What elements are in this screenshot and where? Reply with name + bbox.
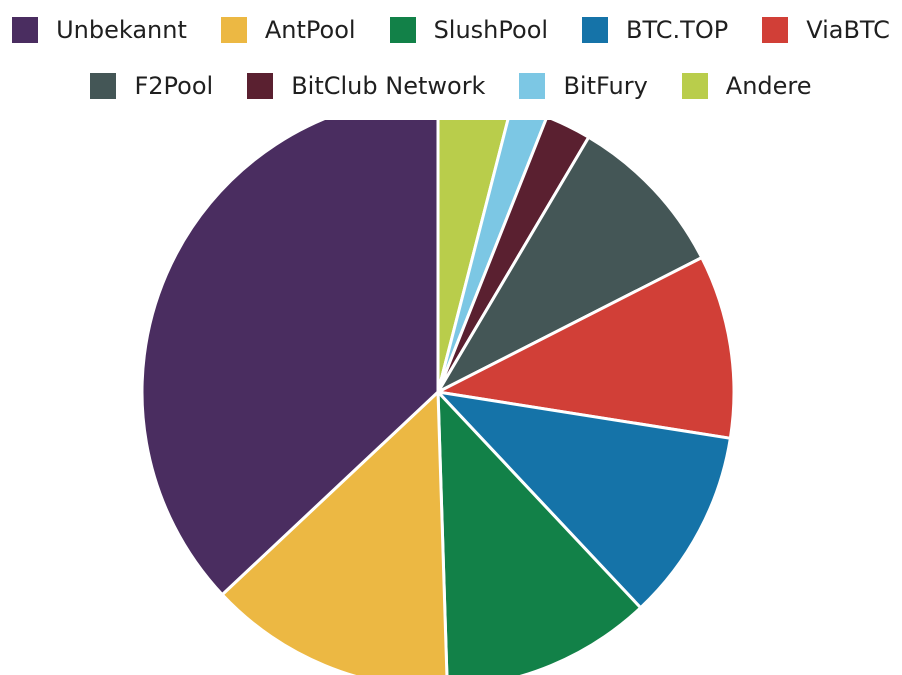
legend-item-slushpool: SlushPool <box>389 16 549 44</box>
legend-item-unbekannt: Unbekannt <box>12 16 187 44</box>
legend-swatch-andere <box>681 73 708 99</box>
legend-item-bitfury: BitFury <box>519 72 648 100</box>
legend-label-f2pool: F2Pool <box>134 72 214 100</box>
legend-swatch-viabtc <box>762 17 789 43</box>
legend-item-andere: Andere <box>681 72 812 100</box>
legend-item-bitclub-network: BitClub Network <box>247 72 485 100</box>
legend-label-viabtc: ViaBTC <box>806 16 890 44</box>
legend-swatch-bitclub-network <box>247 73 274 99</box>
legend-swatch-bitfury <box>519 73 546 99</box>
legend-swatch-slushpool <box>389 17 416 43</box>
legend-swatch-unbekannt <box>12 17 39 43</box>
legend-label-andere: Andere <box>725 72 812 100</box>
pie-slice-btc-top <box>436 390 732 610</box>
legend-label-bitfury: BitFury <box>563 72 648 100</box>
legend-row-2: F2Pool BitClub Network BitFury Andere <box>0 72 902 100</box>
pie-slice-unbekannt <box>140 120 440 597</box>
legend-label-bitclub-network: BitClub Network <box>291 72 486 100</box>
legend-label-antpool: AntPool <box>264 16 356 44</box>
pie-chart <box>140 120 736 675</box>
legend-label-slushpool: SlushPool <box>433 16 549 44</box>
legend-swatch-f2pool <box>90 73 117 99</box>
pie-slice-viabtc <box>436 256 736 440</box>
legend-label-btctop: BTC.TOP <box>626 16 729 44</box>
pie-slice-antpool <box>220 390 449 675</box>
pie-slice-f2pool <box>436 135 704 394</box>
legend-item-antpool: AntPool <box>220 16 356 44</box>
legend-swatch-antpool <box>220 17 247 43</box>
legend-row-1: Unbekannt AntPool SlushPool BTC.TOP ViaB… <box>0 16 902 44</box>
legend-item-viabtc: ViaBTC <box>762 16 890 44</box>
pie-slice-slushpool <box>436 390 643 675</box>
chart-legend: Unbekannt AntPool SlushPool BTC.TOP ViaB… <box>0 0 902 120</box>
legend-swatch-btctop <box>582 17 609 43</box>
legend-label-unbekannt: Unbekannt <box>56 16 187 44</box>
pie-chart-area <box>0 120 902 675</box>
legend-item-btctop: BTC.TOP <box>582 16 728 44</box>
legend-item-f2pool: F2Pool <box>90 72 213 100</box>
